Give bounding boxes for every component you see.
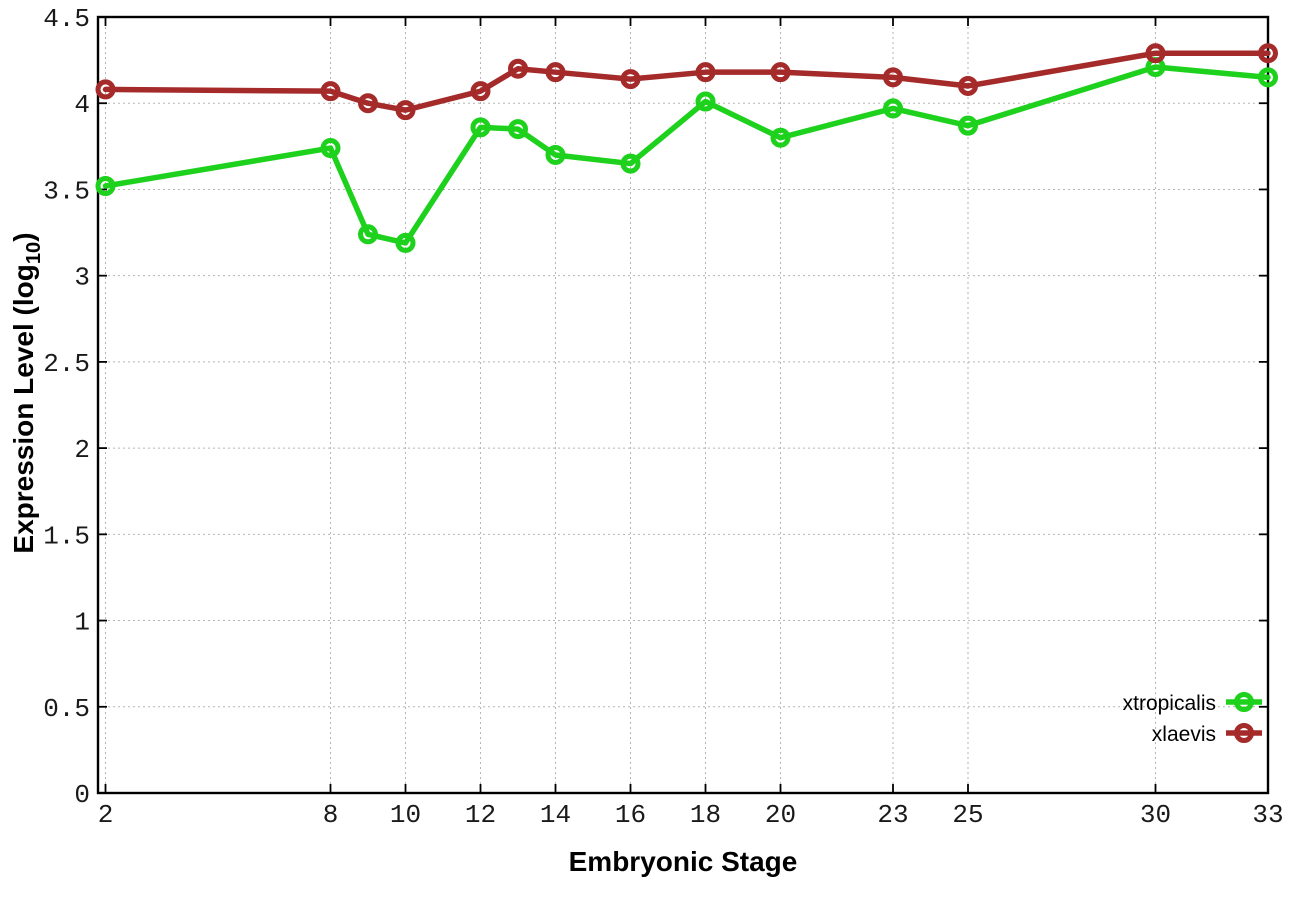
x-tick-label: 30: [1140, 800, 1171, 830]
legend-label-xlaevis: xlaevis: [1152, 723, 1216, 746]
data-point-marker-xtropicalis: [470, 117, 491, 138]
data-point-marker-xlaevis: [958, 75, 978, 96]
y-tick-label: 1: [74, 608, 90, 638]
y-axis-title: Expression Level (log10): [8, 232, 46, 553]
x-tick-label: 14: [540, 800, 571, 830]
data-point-marker-xlaevis: [358, 93, 378, 114]
x-tick-label: 18: [690, 800, 721, 830]
y-tick-label: 0: [74, 780, 90, 810]
data-point-marker-xtropicalis: [320, 138, 341, 159]
data-point-marker-xtropicalis: [695, 91, 716, 112]
x-tick-label: 8: [323, 800, 339, 830]
y-tick-label: 4: [74, 90, 90, 120]
data-point-marker-xtropicalis: [545, 144, 566, 165]
data-point-marker-xtropicalis: [395, 232, 416, 253]
y-tick-label: 2.5: [43, 349, 90, 379]
x-tick-label: 33: [1252, 800, 1283, 830]
x-tick-label: 2: [98, 800, 114, 830]
y-tick-label: 3: [74, 263, 90, 293]
series-line-xlaevis: [102, 50, 1271, 113]
plot-border: [96, 15, 1270, 795]
data-point-marker-xtropicalis: [883, 98, 903, 119]
data-point-marker-xlaevis: [395, 100, 416, 121]
x-axis-title: Embryonic Stage: [568, 846, 798, 877]
x-tick-label: 12: [465, 800, 496, 830]
legend-sample-marker-xtropicalis: [1234, 692, 1254, 712]
data-point-marker-xlaevis: [620, 69, 641, 90]
data-point-marker-xlaevis: [508, 58, 528, 79]
data-point-marker-xlaevis: [545, 62, 566, 83]
legend-sample-marker-xlaevis: [1234, 723, 1254, 743]
legend-label-xtropicalis: xtropicalis: [1123, 692, 1216, 715]
data-point-marker-xtropicalis: [508, 119, 528, 140]
data-point-marker-xlaevis: [95, 79, 116, 100]
x-tick-label: 20: [765, 800, 796, 830]
data-point-marker-xtropicalis: [358, 224, 378, 245]
x-tick-label: 16: [615, 800, 646, 830]
data-point-marker-xlaevis: [883, 67, 903, 88]
data-point-marker-xlaevis: [320, 81, 341, 102]
data-point-marker-xtropicalis: [1258, 67, 1278, 88]
x-tick-label: 23: [877, 800, 908, 830]
x-tick-label: 25: [952, 800, 983, 830]
y-tick-label: 4.5: [43, 4, 90, 34]
y-axis-title-end: ): [8, 232, 40, 242]
data-point-marker-xtropicalis: [95, 175, 116, 196]
y-tick-label: 1.5: [43, 521, 90, 551]
data-point-marker-xlaevis: [470, 81, 491, 102]
data-point-marker-xtropicalis: [620, 153, 641, 174]
data-point-marker-xtropicalis: [958, 115, 978, 136]
data-point-marker-xlaevis: [1145, 43, 1166, 64]
data-point-marker-xlaevis: [770, 62, 791, 83]
data-point-marker-xtropicalis: [770, 127, 791, 148]
y-tick-label: 2: [74, 435, 90, 465]
y-axis-title-subscript: 10: [22, 241, 45, 265]
data-point-marker-xlaevis: [695, 62, 716, 83]
data-point-marker-xlaevis: [1258, 43, 1278, 64]
x-tick-label: 10: [390, 800, 421, 830]
y-tick-label: 3.5: [43, 176, 90, 206]
y-tick-label: 0.5: [43, 694, 90, 724]
y-axis-title-main: Expression Level (log: [8, 264, 40, 554]
